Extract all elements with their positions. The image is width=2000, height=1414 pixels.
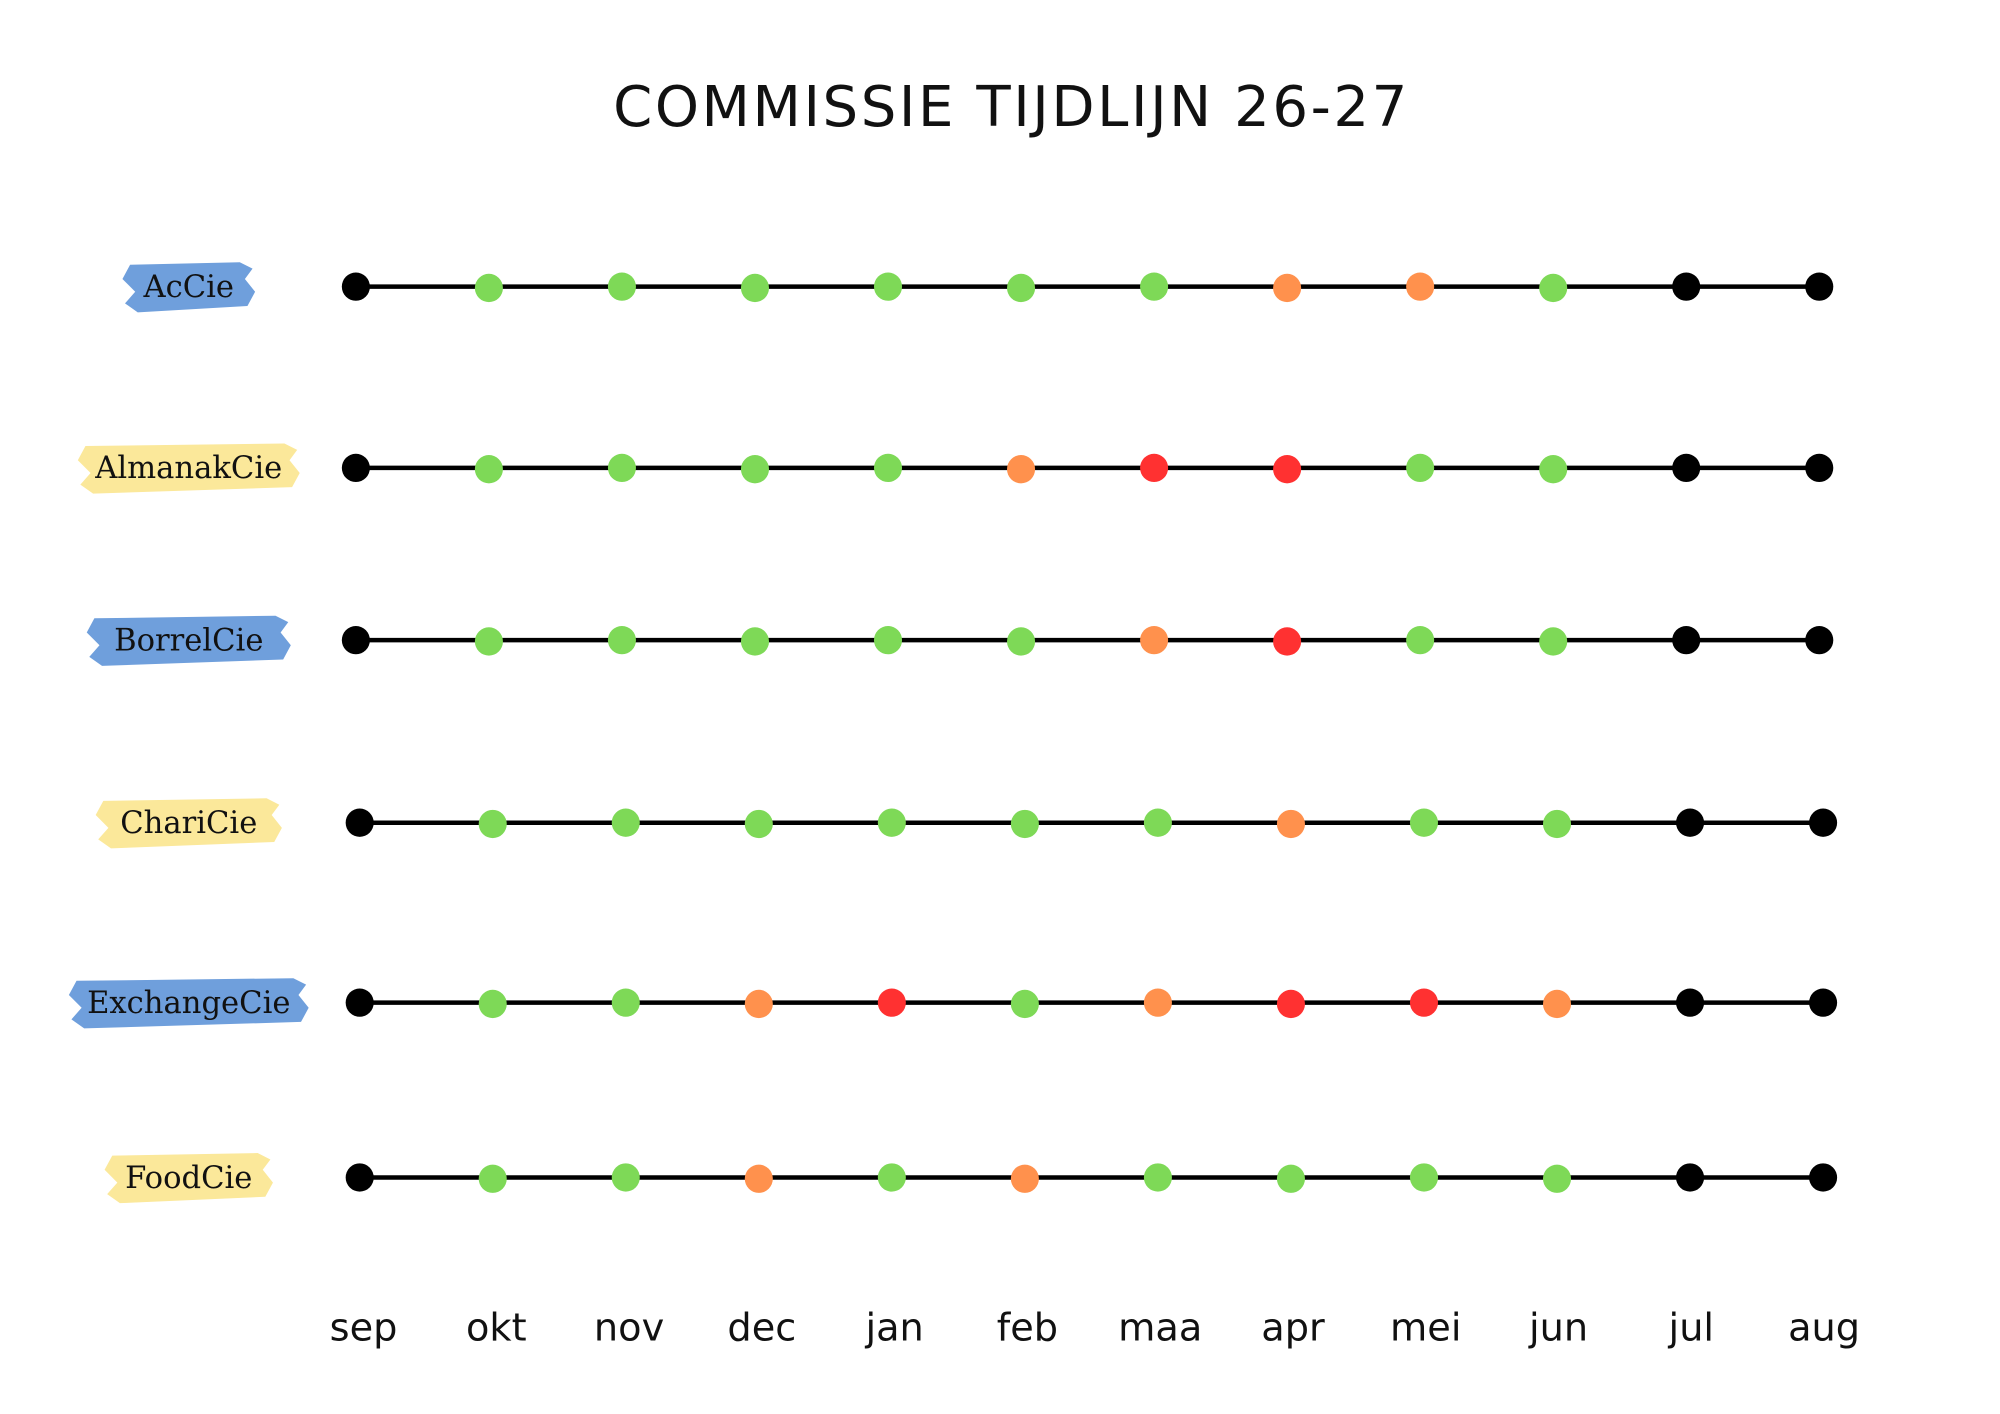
status-dot: [478, 809, 507, 839]
status-dot: [1672, 453, 1701, 483]
status-dot: [1140, 453, 1169, 483]
name-highlight: [86, 615, 291, 666]
status-dot: [1140, 626, 1169, 655]
row-name: ExchangeCie: [87, 985, 290, 1021]
status-dot: [607, 453, 636, 483]
status-dot: [1676, 1163, 1705, 1192]
title: COMMISSIE TIJDLIJN 26-27: [613, 75, 1410, 140]
status-dot: [474, 273, 503, 303]
status-dot: [1273, 273, 1302, 303]
status-dot: [345, 988, 374, 1017]
name-highlight: [104, 1153, 273, 1204]
row-name: AlmanakCie: [94, 450, 282, 486]
status-dot: [474, 455, 503, 484]
status-dot: [345, 808, 374, 837]
status-dot: [1409, 808, 1439, 837]
status-dot: [1676, 808, 1705, 837]
status-dot: [1007, 627, 1036, 656]
status-dot: [1809, 988, 1838, 1017]
status-dot: [1143, 1163, 1172, 1192]
status-dot: [1539, 273, 1568, 303]
status-dot: [1010, 989, 1039, 1019]
month-label: aug: [1788, 1306, 1860, 1351]
status-dot: [1273, 627, 1302, 656]
status-dot: [1542, 989, 1572, 1019]
status-dot: [1143, 808, 1172, 837]
status-dot: [1805, 453, 1834, 483]
status-dot: [1539, 455, 1568, 484]
status-dot: [1276, 1164, 1305, 1193]
status-dot: [1406, 272, 1435, 301]
name-highlight: [122, 262, 256, 313]
name-highlight: [77, 443, 300, 494]
status-dot: [1805, 272, 1834, 301]
status-dot: [1672, 626, 1701, 655]
status-dot: [611, 808, 640, 837]
status-dot: [1672, 272, 1701, 301]
status-dot: [478, 989, 507, 1019]
row-name: ChariCie: [120, 805, 257, 841]
month-label: jan: [864, 1306, 923, 1351]
status-dot: [1007, 455, 1036, 484]
status-dot: [1809, 808, 1838, 837]
status-dot: [345, 1163, 374, 1192]
row-name: AcCie: [143, 269, 235, 305]
name-highlight: [68, 978, 309, 1029]
status-dot: [877, 1163, 906, 1192]
status-dot: [1140, 272, 1169, 301]
status-dot: [1143, 988, 1172, 1017]
status-dot: [1542, 1164, 1572, 1193]
status-dot: [1276, 809, 1305, 839]
month-label: mei: [1390, 1306, 1461, 1351]
status-dot: [873, 626, 903, 655]
status-dot: [611, 988, 640, 1017]
month-label: sep: [330, 1306, 398, 1351]
status-dot: [744, 1164, 773, 1193]
status-dot: [341, 453, 370, 483]
status-dot: [1276, 989, 1305, 1019]
status-dot: [740, 273, 770, 303]
month-label: dec: [727, 1306, 796, 1351]
status-dot: [1805, 626, 1834, 655]
status-dot: [341, 272, 370, 301]
status-dot: [1409, 1163, 1439, 1192]
status-dot: [478, 1164, 507, 1193]
status-dot: [1007, 273, 1036, 303]
month-label: nov: [594, 1306, 664, 1351]
status-dot: [877, 988, 906, 1017]
status-dot: [1406, 626, 1435, 655]
status-dot: [740, 455, 770, 484]
status-dot: [341, 626, 370, 655]
month-label: apr: [1261, 1306, 1325, 1351]
status-dot: [1010, 809, 1039, 839]
row-name: FoodCie: [125, 1160, 252, 1196]
month-label: jun: [1528, 1306, 1588, 1351]
status-dot: [877, 808, 906, 837]
status-dot: [1273, 455, 1302, 484]
status-dot: [1809, 1163, 1838, 1192]
status-dot: [1676, 988, 1705, 1017]
status-dot: [1406, 453, 1435, 483]
status-dot: [740, 627, 770, 656]
name-highlight: [95, 798, 282, 849]
status-dot: [611, 1163, 640, 1192]
month-label: jul: [1668, 1306, 1715, 1351]
status-dot: [873, 453, 903, 483]
month-label: maa: [1118, 1306, 1202, 1351]
status-dot: [873, 272, 903, 301]
status-dot: [744, 809, 773, 839]
month-label: feb: [997, 1306, 1058, 1351]
status-dot: [744, 989, 773, 1019]
status-dot: [607, 626, 636, 655]
status-dot: [1409, 988, 1439, 1017]
status-dot: [1010, 1164, 1039, 1193]
status-dot: [1542, 809, 1572, 839]
status-dot: [607, 272, 636, 301]
month-label: okt: [466, 1306, 527, 1351]
row-name: BorrelCie: [114, 622, 263, 658]
status-dot: [1539, 627, 1568, 656]
status-dot: [474, 627, 503, 656]
